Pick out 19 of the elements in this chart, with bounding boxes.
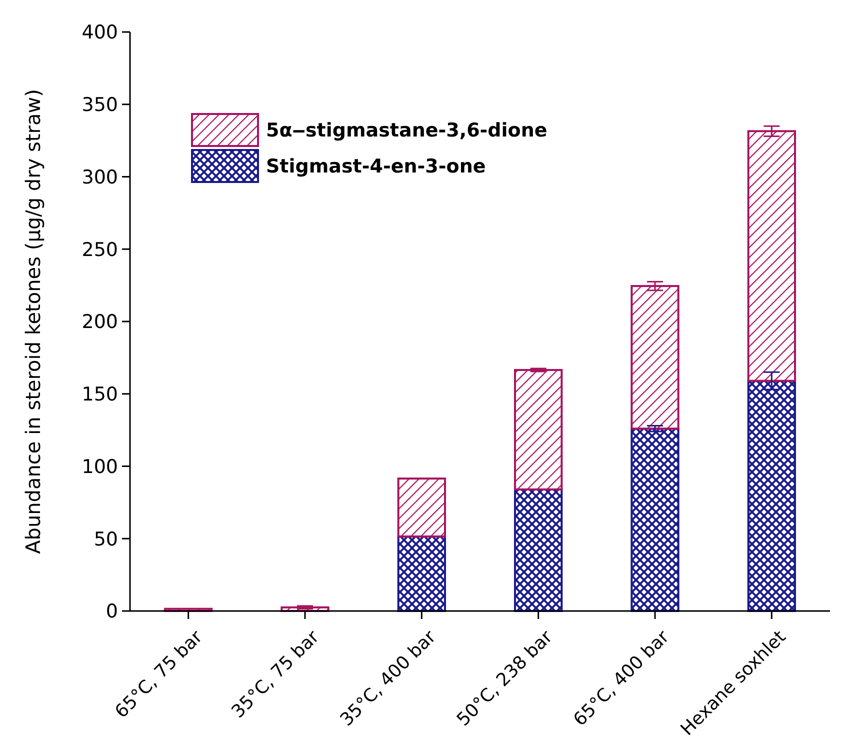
- y-tick-label: 300: [82, 166, 118, 188]
- bar: [397, 478, 446, 538]
- bar: [397, 535, 446, 612]
- y-tick-label: 50: [94, 528, 118, 550]
- y-tick-label: 400: [82, 22, 118, 44]
- y-tick-label: 250: [82, 238, 118, 261]
- bar: [514, 488, 563, 612]
- bar: [630, 285, 680, 430]
- bar: [514, 368, 563, 490]
- y-tick-label: 100: [82, 456, 118, 478]
- y-tick-label: 200: [82, 311, 118, 334]
- y-tick-label: 0: [106, 600, 118, 623]
- legend-label: Stigmast-4-en-3-one: [266, 156, 486, 178]
- legend-label: 5α‒stigmastane-3,6-dione: [266, 120, 548, 142]
- y-tick-label: 150: [82, 384, 118, 406]
- bar: [747, 130, 796, 382]
- bar: [630, 428, 680, 612]
- y-tick-label: 350: [82, 94, 118, 116]
- y-axis-title: Abundance in steroid ketones (µg/g dry straw): [21, 89, 45, 554]
